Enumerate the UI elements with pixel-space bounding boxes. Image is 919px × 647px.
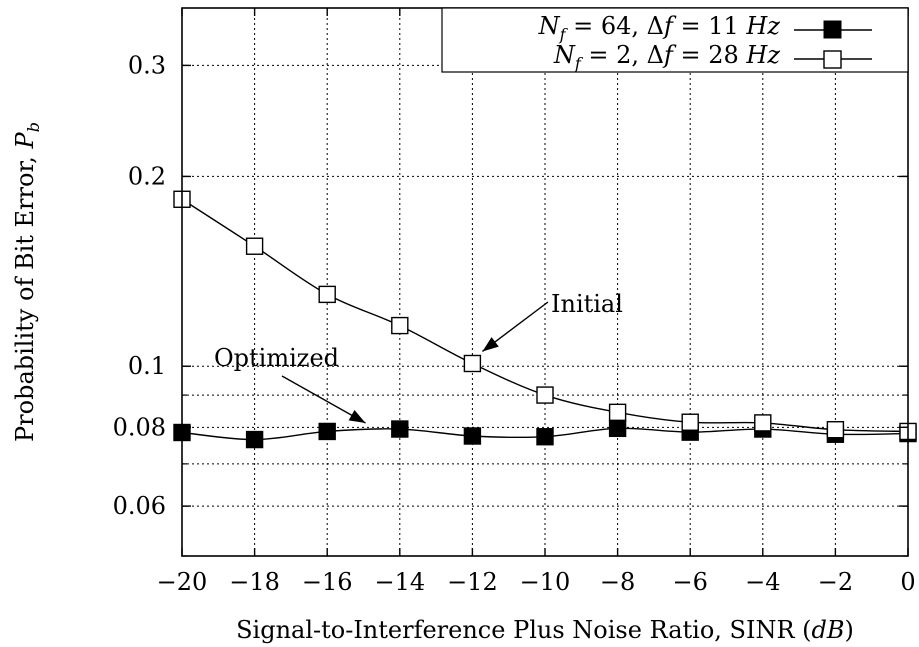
series-layer xyxy=(173,190,917,449)
y-axis-title: Probability of Bit Error, Pb xyxy=(11,122,43,442)
legend-label-series-2: Nf = 2, Δf = 28 Hz xyxy=(553,41,781,73)
grid-lines xyxy=(182,8,908,556)
series-2-point xyxy=(463,354,482,373)
x-tick-label: −12 xyxy=(447,568,498,596)
tick-labels: −20 −18 −16 −14 −12 −10 −8 −6 −4 −2 00.060.080.10.… xyxy=(113,51,916,596)
annotation-initial: Initial xyxy=(481,290,623,353)
annotation-optimized-label: Optimized xyxy=(214,344,339,372)
y-tick-label: 0.2 xyxy=(128,162,166,190)
series-1-point xyxy=(608,419,627,438)
series-1-point xyxy=(391,420,409,438)
x-axis-title: Signal-to-Interference Plus Noise Ratio,… xyxy=(236,616,854,644)
y-tick-label: 0.1 xyxy=(128,352,166,380)
x-tick-label: −8 xyxy=(600,568,635,596)
legend-label-series-1: Nf = 64, Δf = 11 Hz xyxy=(538,12,781,44)
x-tick-label: 0 xyxy=(900,568,915,596)
series-2-point xyxy=(245,237,264,255)
y-tick-label: 0.08 xyxy=(113,413,166,441)
legend-marker-series-2 xyxy=(823,50,842,69)
x-tick-label: −20 xyxy=(157,568,208,596)
x-tick-label: −10 xyxy=(520,568,571,596)
series-2-point xyxy=(536,386,554,404)
annotation-optimized-arrowhead xyxy=(348,409,366,424)
series-2-point xyxy=(608,403,627,422)
series-1-point xyxy=(245,430,264,449)
y-tick-label: 0.3 xyxy=(128,51,166,79)
legend: Nf = 64, Δf = 11 Hz Nf = 2, Δf = 28 Hz xyxy=(441,7,909,73)
y-tick-label: 0.06 xyxy=(113,492,166,520)
series-1-point xyxy=(536,428,554,446)
series-2-point xyxy=(681,413,699,431)
series-2-point xyxy=(826,421,845,439)
series-2-point xyxy=(318,285,336,304)
x-tick-label: −16 xyxy=(302,568,353,596)
x-tick-label: −4 xyxy=(745,568,780,596)
x-tick-label: −14 xyxy=(374,568,425,596)
tick-marks xyxy=(181,8,909,557)
annotation-initial-arrowhead xyxy=(482,337,499,352)
x-tick-label: −6 xyxy=(673,568,708,596)
series-2-point xyxy=(754,414,772,432)
legend-marker-series-1 xyxy=(823,20,842,39)
annotation-optimized: Optimized xyxy=(214,344,366,424)
annotation-initial-label: Initial xyxy=(551,290,623,318)
x-tick-label: −18 xyxy=(229,568,280,596)
series-1-point xyxy=(463,427,482,445)
series-2-point xyxy=(391,316,409,335)
x-tick-label: −2 xyxy=(818,568,853,596)
series-1-point xyxy=(318,422,336,441)
